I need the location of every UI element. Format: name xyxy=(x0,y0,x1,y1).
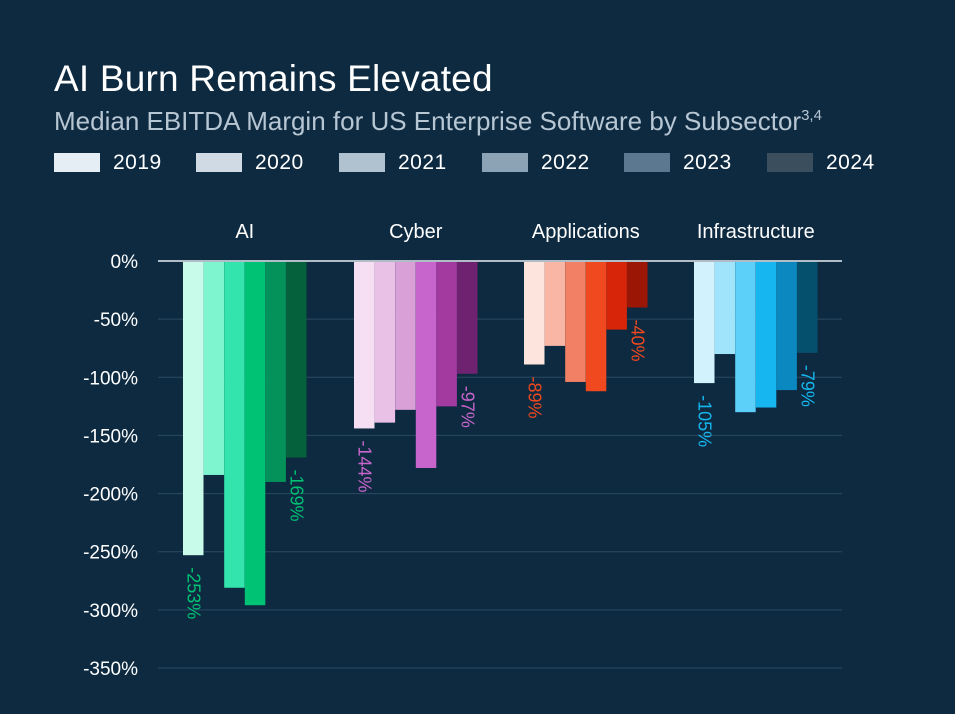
value-label-cyber-2019: -144% xyxy=(354,440,374,492)
bar-applications-2022 xyxy=(585,262,607,392)
value-label-ai-2024: -169% xyxy=(286,470,306,522)
legend-label-2022: 2022 xyxy=(541,151,590,174)
legend-swatch-2023 xyxy=(624,153,670,172)
y-tick-label-100: -100% xyxy=(83,368,138,389)
bar-ai-2021 xyxy=(224,262,245,588)
legend-swatch-2022 xyxy=(482,153,528,172)
legend-swatch-2024 xyxy=(767,153,813,172)
y-tick-label-0: 0% xyxy=(111,252,139,273)
legend-label-2023: 2023 xyxy=(683,151,732,174)
value-label-applications-2024: -40% xyxy=(627,320,647,362)
value-label-infrastructure-2019: -105% xyxy=(694,395,714,447)
value-label-applications-2019: -89% xyxy=(524,376,544,418)
bar-cyber-2020 xyxy=(374,262,396,423)
bar-cyber-2022 xyxy=(415,262,437,468)
bar-infrastructure-2020 xyxy=(714,262,736,355)
bar-ai-2020 xyxy=(203,262,225,475)
bar-ai-2019 xyxy=(183,262,204,556)
bar-applications-2023 xyxy=(606,262,627,330)
y-tick-label-250: -250% xyxy=(83,543,138,564)
bar-ai-2023 xyxy=(265,262,286,482)
y-tick-label-300: -300% xyxy=(83,601,138,622)
y-tick-label-50: -50% xyxy=(94,310,138,331)
bar-applications-2024 xyxy=(627,262,648,308)
y-tick-label-350: -350% xyxy=(83,659,138,680)
bar-infrastructure-2024 xyxy=(797,262,818,353)
category-label-applications: Applications xyxy=(532,221,640,243)
bar-applications-2019 xyxy=(524,262,545,365)
category-label-ai: AI xyxy=(235,221,254,243)
bar-infrastructure-2023 xyxy=(776,262,797,391)
chart-title: AI Burn Remains Elevated xyxy=(54,58,493,99)
value-label-infrastructure-2024: -79% xyxy=(797,365,817,407)
legend-swatch-2021 xyxy=(339,153,385,172)
legend-label-2019: 2019 xyxy=(113,151,162,174)
bar-ai-2024 xyxy=(286,262,307,458)
legend-swatch-2020 xyxy=(196,153,242,172)
chart-subtitle-footnote: 3,4 xyxy=(801,107,822,124)
chart-subtitle: Median EBITDA Margin for US Enterprise S… xyxy=(54,106,822,137)
bar-applications-2020 xyxy=(544,262,566,346)
value-label-ai-2019: -253% xyxy=(183,567,203,619)
bar-cyber-2023 xyxy=(436,262,457,407)
bar-applications-2021 xyxy=(565,262,586,382)
y-tick-label-200: -200% xyxy=(83,485,138,506)
value-label-cyber-2024: -97% xyxy=(457,386,477,428)
bar-ai-2022 xyxy=(244,262,266,606)
category-label-infrastructure: Infrastructure xyxy=(697,221,815,243)
legend-label-2021: 2021 xyxy=(398,151,447,174)
legend-label-2024: 2024 xyxy=(826,151,875,174)
y-tick-label-150: -150% xyxy=(83,426,138,447)
bar-cyber-2021 xyxy=(395,262,416,410)
bar-infrastructure-2021 xyxy=(735,262,756,413)
category-label-cyber: Cyber xyxy=(389,221,443,243)
bar-cyber-2024 xyxy=(457,262,478,374)
chart-subtitle-text: Median EBITDA Margin for US Enterprise S… xyxy=(54,106,802,136)
bar-cyber-2019 xyxy=(354,262,375,429)
bar-infrastructure-2019 xyxy=(694,262,715,384)
legend-swatch-2019 xyxy=(54,153,100,172)
legend-label-2020: 2020 xyxy=(255,151,304,174)
chart-legend: 2019 2020 2021 2022 2023 2024 xyxy=(54,150,934,176)
bar-infrastructure-2022 xyxy=(755,262,777,408)
